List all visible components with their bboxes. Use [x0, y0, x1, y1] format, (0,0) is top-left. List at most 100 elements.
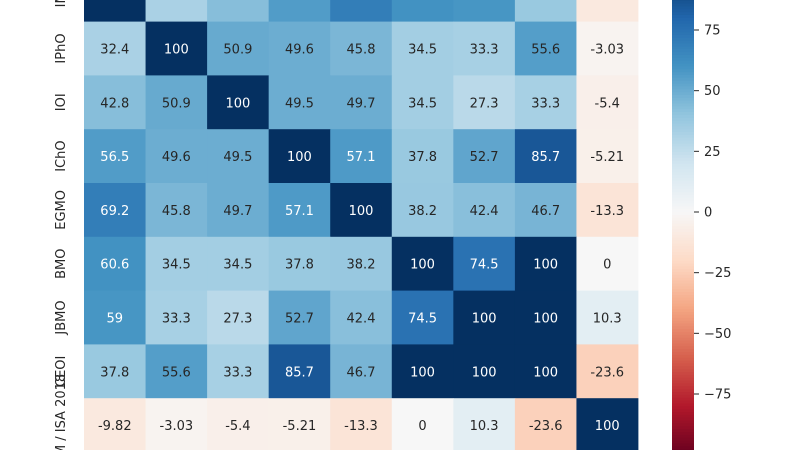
colorbar-segment: [672, 29, 694, 33]
heatmap-cell-label: 0: [418, 419, 426, 434]
heatmap-cell-label: 69.2: [100, 204, 129, 219]
colorbar-segment: [672, 186, 694, 190]
row-label: CEOI: [54, 356, 69, 387]
colorbar-segment: [672, 60, 694, 65]
colorbar-segment: [672, 86, 694, 90]
heatmap-cell: [84, 0, 146, 22]
colorbar-segment: [672, 352, 694, 356]
colorbar-segment: [672, 123, 694, 127]
colorbar-segment: [672, 229, 694, 233]
colorbar-segment: [672, 66, 694, 70]
heatmap-cell: [268, 236, 331, 291]
heatmap-cell-label: 100: [225, 96, 250, 111]
colorbar-segment: [672, 189, 694, 193]
heatmap-cell-label: 60.6: [100, 258, 129, 273]
heatmap-cell: [514, 398, 577, 453]
colorbar-segment: [672, 343, 694, 347]
colorbar-segment: [672, 20, 694, 25]
heatmap-cell-label: -3.03: [590, 43, 624, 58]
colorbar-segment: [672, 9, 694, 13]
colorbar-segment: [672, 263, 694, 267]
heatmap-cell-label: 59: [107, 312, 124, 327]
colorbar-segment: [672, 97, 694, 102]
colorbar-segment: [672, 414, 694, 419]
colorbar-tick-label: −75: [704, 388, 731, 403]
colorbar-segment: [672, 309, 694, 313]
heatmap-cell-label: 46.7: [531, 204, 560, 219]
heatmap-cell-label: 46.7: [347, 365, 376, 380]
colorbar-segment: [672, 163, 694, 167]
heatmap-cell: [514, 0, 577, 22]
heatmap-cell: [576, 236, 639, 291]
colorbar-segment: [672, 249, 694, 253]
heatmap-cell: [391, 75, 454, 130]
colorbar-segment: [672, 286, 694, 290]
colorbar-segment: [672, 183, 694, 187]
heatmap-cell-label: 42.8: [223, 0, 252, 4]
heatmap-cell-label: -5.21: [590, 150, 624, 165]
colorbar-segment: [672, 392, 694, 396]
heatmap-cell: [330, 21, 393, 76]
heatmap-cell-label: 100: [102, 0, 127, 4]
heatmap-cell-label: 38.2: [408, 204, 437, 219]
colorbar-segment: [672, 126, 694, 130]
heatmap-cell: [453, 236, 516, 291]
heatmap-cell-label: 60.6: [408, 0, 437, 4]
heatmap-cell: [145, 183, 208, 238]
heatmap-cell: [453, 129, 516, 184]
heatmap-cell-label: 42.4: [347, 312, 376, 327]
colorbar-segment: [672, 437, 694, 442]
heatmap-cell-label: 49.5: [285, 96, 314, 111]
heatmap-cell-label: 32.4: [162, 0, 191, 4]
heatmap-cell: [330, 129, 393, 184]
heatmap-cell-label: 55.6: [531, 43, 560, 58]
colorbar-segment: [672, 49, 694, 53]
row-label: RMM / ISA 2018: [54, 374, 69, 450]
colorbar-segment: [672, 32, 694, 36]
colorbar-segment: [672, 400, 694, 405]
colorbar-segment: [672, 377, 694, 382]
heatmap-cell: [453, 75, 516, 130]
colorbar-segment: [672, 440, 694, 445]
heatmap-cell: [330, 398, 393, 453]
colorbar-segment: [672, 52, 694, 56]
heatmap-cell: [145, 398, 208, 453]
heatmap-cell-label: 52.7: [285, 312, 314, 327]
colorbar-segment: [672, 100, 694, 105]
heatmap-cell-label: 100: [533, 312, 558, 327]
heatmap-cell-label: 49.5: [223, 150, 252, 165]
colorbar-segment: [672, 12, 694, 16]
colorbar-segment: [672, 303, 694, 307]
colorbar-segment: [672, 312, 694, 316]
colorbar-segment: [672, 117, 694, 122]
colorbar-segment: [672, 152, 694, 156]
heatmap-cell: [207, 398, 270, 453]
colorbar-segment: [672, 283, 694, 287]
colorbar-tick-label: −50: [704, 327, 731, 342]
colorbar-segment: [672, 149, 694, 153]
heatmap-cell-label: 49.6: [162, 150, 191, 165]
heatmap-cell-label: 27.3: [223, 312, 252, 327]
heatmap-cell: [391, 0, 454, 22]
colorbar-segment: [672, 292, 694, 296]
colorbar-tick-label: 0: [704, 206, 712, 221]
colorbar-segment: [672, 169, 694, 173]
colorbar-segment: [672, 146, 694, 150]
colorbar-segment: [672, 252, 694, 256]
colorbar-segment: [672, 89, 694, 93]
colorbar-segment: [672, 349, 694, 353]
heatmap-cell-label: 33.3: [223, 365, 252, 380]
heatmap-cell: [84, 236, 146, 291]
heatmap-cell-label: 33.3: [470, 43, 499, 58]
colorbar-segment: [672, 300, 694, 305]
colorbar-segment: [672, 132, 694, 136]
colorbar-segment: [672, 334, 694, 339]
heatmap-cell: [207, 129, 270, 184]
colorbar-segment: [672, 74, 694, 79]
heatmap-cell: [268, 344, 331, 399]
colorbar-segment: [672, 337, 694, 342]
colorbar-segment: [672, 180, 694, 185]
